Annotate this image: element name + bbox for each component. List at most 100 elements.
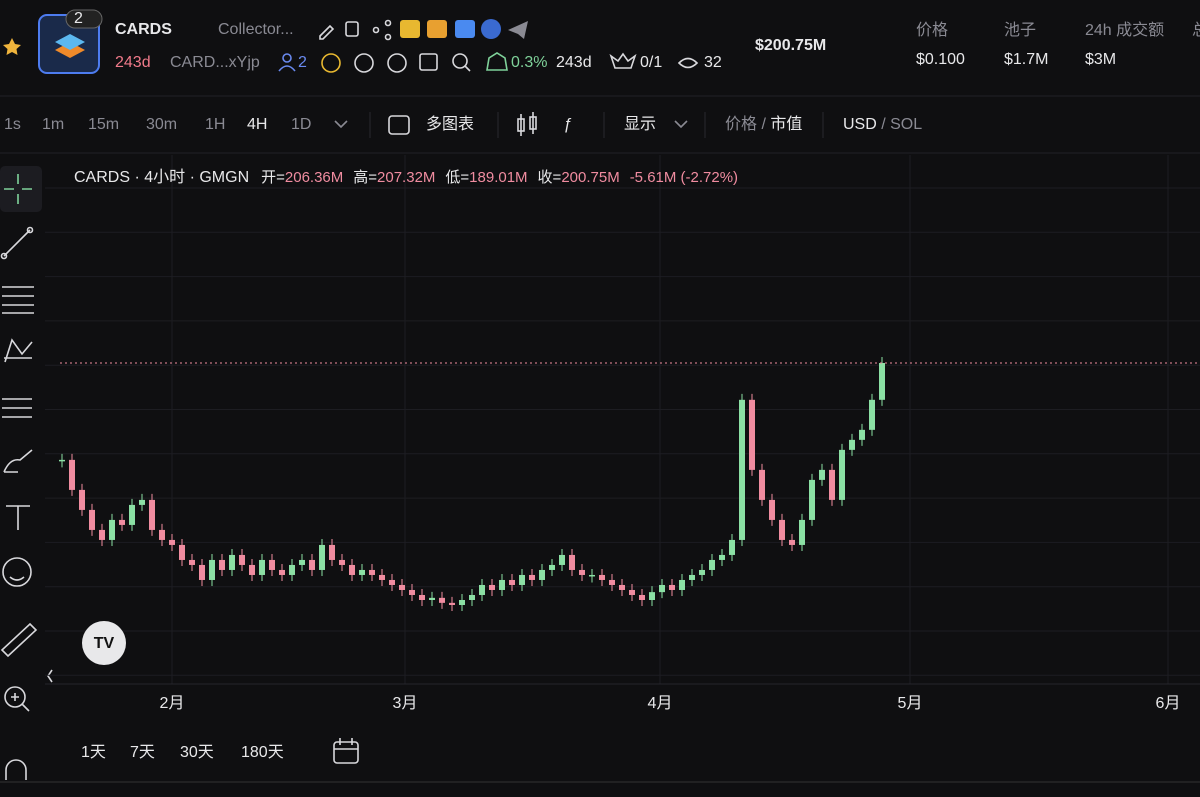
interval[interactable]: 30m	[146, 116, 177, 133]
stat-label: 价格	[916, 21, 948, 39]
candle	[519, 574, 525, 585]
badge-text: 2	[74, 10, 83, 27]
icon[interactable]	[455, 20, 475, 38]
candle	[739, 399, 745, 540]
tools[interactable]	[0, 226, 53, 781]
token-name: CARDS	[115, 21, 172, 38]
candle	[839, 449, 845, 500]
candle	[99, 529, 105, 540]
candle	[349, 564, 355, 575]
candle	[229, 554, 235, 570]
header-icons[interactable]	[319, 19, 392, 41]
candle	[559, 554, 565, 565]
candle	[399, 584, 405, 590]
currency-off[interactable]: / SOL	[877, 116, 922, 133]
candle	[109, 519, 115, 540]
tv-logo	[82, 621, 126, 665]
stat-label: 池子	[1004, 21, 1036, 39]
candle	[449, 602, 455, 605]
candle	[359, 569, 365, 575]
candle	[179, 544, 185, 560]
age2: 243d	[556, 54, 592, 71]
candle	[619, 584, 625, 590]
checkbox[interactable]	[388, 115, 410, 135]
interval[interactable]: 1m	[42, 116, 64, 133]
candle	[439, 597, 445, 603]
currency-on[interactable]: USD	[843, 116, 877, 133]
holders-icon	[278, 53, 296, 72]
crosshair-tool[interactable]	[4, 174, 32, 204]
header-icons[interactable]	[354, 53, 471, 73]
star[interactable]	[3, 38, 21, 55]
currency[interactable]: USD / SOL	[843, 116, 922, 133]
icon[interactable]	[321, 53, 341, 73]
candle	[209, 559, 215, 580]
candle	[759, 469, 765, 500]
icon	[677, 57, 699, 69]
fx-icon[interactable]: ƒ	[563, 116, 572, 133]
candle	[749, 399, 755, 470]
address: CARD...xYjp	[170, 54, 260, 71]
candle	[829, 469, 835, 500]
interval[interactable]: 1D	[291, 116, 311, 133]
candle	[729, 539, 735, 555]
candle	[539, 569, 545, 580]
icon[interactable]	[508, 21, 528, 39]
candle	[239, 554, 245, 565]
price-mode[interactable]: 价格 / 市值	[725, 115, 802, 133]
chevron[interactable]	[674, 120, 688, 129]
icon[interactable]	[427, 20, 447, 38]
stat-value: $0.100	[916, 51, 965, 68]
holders: 2	[298, 54, 307, 71]
range[interactable]: 30天	[180, 744, 214, 761]
candle	[379, 574, 385, 580]
calendar-icon[interactable]	[333, 738, 359, 764]
interval[interactable]: 4H	[247, 116, 267, 133]
icon	[609, 52, 637, 69]
icon[interactable]	[481, 19, 501, 39]
token-subtitle: Collector...	[218, 21, 294, 38]
legend-label: 收=	[538, 169, 562, 186]
x-label: 5月	[898, 695, 923, 712]
chevron[interactable]	[334, 120, 348, 129]
candle	[159, 529, 165, 540]
candle	[269, 559, 275, 570]
market-cap: $200.75M	[755, 37, 826, 54]
candle	[769, 499, 775, 520]
icon[interactable]	[400, 20, 420, 38]
candle	[609, 579, 615, 585]
candle	[119, 519, 125, 525]
candle	[289, 564, 295, 575]
icon	[486, 52, 508, 71]
price-mode-off[interactable]: 价格	[725, 115, 757, 133]
candle	[139, 499, 145, 505]
candle	[569, 554, 575, 570]
candle	[599, 574, 605, 580]
interval[interactable]: 1H	[205, 116, 225, 133]
candle	[649, 592, 655, 600]
range[interactable]: 1天	[81, 744, 106, 761]
candle	[299, 559, 305, 565]
candle	[169, 539, 175, 545]
candle	[579, 569, 585, 575]
range[interactable]: 7天	[130, 744, 155, 761]
interval[interactable]: 15m	[88, 116, 119, 133]
x-label: 6月	[1156, 695, 1181, 712]
interval[interactable]: 1s	[4, 116, 21, 133]
legend-label: 开=	[261, 169, 285, 186]
range[interactable]: 180天	[241, 744, 284, 761]
tool-active[interactable]	[0, 166, 42, 212]
candle-icon[interactable]	[517, 112, 537, 136]
display[interactable]: 显示	[624, 116, 656, 133]
change: 0.3%	[511, 54, 547, 71]
candle	[789, 539, 795, 545]
candle	[869, 399, 875, 430]
x-label: 4月	[648, 695, 673, 712]
multi-chart[interactable]: 多图表	[426, 115, 474, 133]
legend-value: 200.75M	[561, 169, 619, 186]
candle	[369, 569, 375, 575]
candle	[499, 579, 505, 590]
price-mode-on[interactable]: 市值	[770, 115, 802, 133]
candle	[589, 574, 595, 577]
badge	[65, 9, 103, 29]
